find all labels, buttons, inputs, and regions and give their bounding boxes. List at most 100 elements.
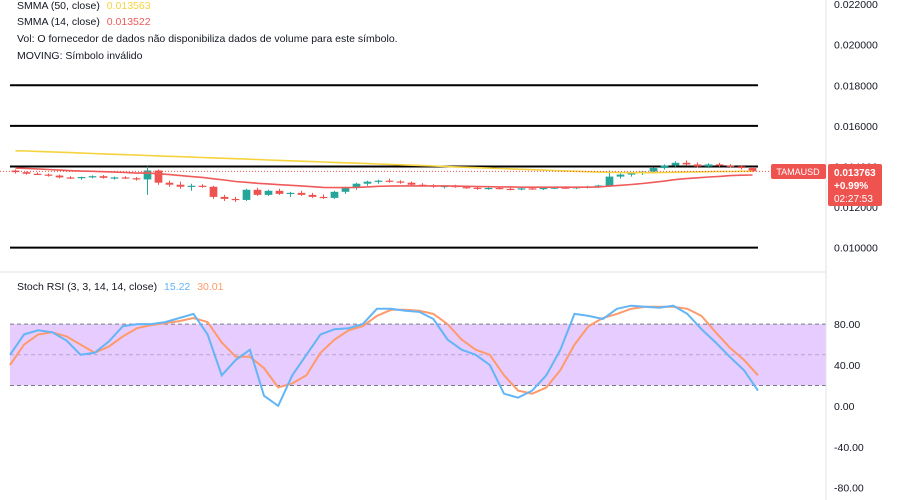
candle-body	[539, 187, 548, 190]
candle-body	[660, 165, 669, 169]
candle-body	[506, 188, 515, 190]
candle-body	[55, 175, 64, 178]
legend-smma50-label: SMMA (50, close)	[17, 0, 100, 12]
legend-smma14-label: SMMA (14, close)	[17, 16, 100, 28]
candle-body	[110, 177, 119, 179]
candle	[506, 187, 515, 191]
candle	[110, 176, 119, 180]
stoch-rsi-pane[interactable]: Stoch RSI (3, 3, 14, 14, close) 15.22 30…	[9, 281, 826, 408]
legend-smma50-value: 0.013563	[107, 0, 151, 12]
candle	[121, 176, 130, 180]
candle-body	[484, 187, 493, 190]
candle-body	[132, 178, 141, 180]
candle	[517, 187, 526, 191]
candle-body	[121, 177, 130, 179]
candle	[605, 170, 614, 187]
candle-body	[396, 181, 405, 183]
tag-countdown: 02:27:53	[834, 194, 873, 205]
axis-background	[826, 0, 900, 500]
candle-body	[297, 192, 306, 195]
candle	[737, 165, 746, 170]
stoch-legend: Stoch RSI (3, 3, 14, 14, close) 15.22 30…	[17, 281, 224, 293]
candle	[99, 174, 108, 179]
candle-body	[737, 166, 746, 169]
candle-body	[341, 187, 350, 192]
candle-body	[99, 176, 108, 178]
stoch-tick-label: 40.00	[834, 360, 860, 372]
candle-body	[66, 177, 75, 179]
candle-body	[671, 162, 680, 166]
stoch-tick-label: 80.00	[834, 319, 860, 331]
smma14-line	[15, 167, 753, 189]
candle-body	[385, 180, 394, 182]
candle-body	[605, 176, 614, 186]
tag-symbol: TAMAUSD	[776, 167, 820, 177]
candle-body	[473, 187, 482, 189]
candle-body	[363, 181, 372, 184]
candle-body	[352, 183, 361, 188]
price-pane-background	[0, 0, 826, 272]
price-axis[interactable]: 0.0220000.0200000.0180000.0160000.014000…	[771, 0, 900, 500]
candle	[693, 162, 702, 168]
candle	[330, 190, 339, 199]
candle	[132, 177, 141, 181]
candle-body	[561, 187, 570, 189]
price-pane[interactable]: SMMA (50, close) 0.013563 SMMA (14, clos…	[0, 0, 826, 272]
candle-body	[88, 176, 97, 178]
candle	[704, 163, 713, 169]
horizontal-levels	[10, 84, 758, 249]
candle-body	[407, 182, 416, 185]
candle	[77, 176, 86, 180]
stoch-tick-label: -40.00	[834, 442, 864, 454]
stoch-tick-label: 0.00	[834, 401, 855, 413]
candle	[264, 189, 273, 196]
candle-body	[165, 182, 174, 185]
price-tick-label: 0.018000	[834, 80, 878, 92]
candle	[286, 191, 295, 197]
candle-body	[253, 189, 262, 195]
price-tick-label: 0.016000	[834, 121, 878, 133]
candle-body	[286, 192, 295, 195]
stoch-axis-ticks: 80.00 40.00 0.00 -40.00 -80.00	[834, 319, 864, 495]
smma50-line	[15, 150, 753, 174]
tag-change: +0.99%	[834, 181, 868, 192]
candle	[187, 183, 196, 191]
candle-body	[715, 164, 724, 166]
price-legend: SMMA (50, close) 0.013563 SMMA (14, clos…	[17, 0, 398, 62]
legend-smma14-value: 0.013522	[107, 16, 151, 28]
candle-body	[693, 164, 702, 167]
svg-text:SMMA (14, close) 0.013: SMMA (14, close) 0.013522	[17, 16, 151, 28]
candle	[22, 171, 31, 175]
candle	[198, 184, 207, 188]
candle-body	[462, 187, 471, 189]
candle-body	[264, 190, 273, 195]
candle	[55, 174, 64, 179]
legend-moving-notice: MOVING: Símbolo inválido	[17, 50, 143, 62]
candle-body	[143, 170, 152, 180]
candle	[319, 194, 328, 199]
candle-body	[198, 185, 207, 187]
candle-body	[33, 173, 42, 175]
candle	[253, 187, 262, 196]
candle-body	[220, 196, 229, 199]
candle	[308, 192, 317, 198]
candle	[165, 180, 174, 187]
candle-body	[209, 186, 218, 197]
candle-body	[704, 164, 713, 167]
candle-body	[308, 194, 317, 197]
candle-body	[44, 174, 53, 176]
candle-body	[330, 191, 339, 198]
candle	[671, 161, 680, 167]
price-tag: TAMAUSD 0.013763 +0.99% 02:27:53	[771, 164, 882, 206]
candle	[275, 188, 284, 195]
candle-body	[275, 190, 284, 194]
tag-price: 0.013763	[834, 168, 876, 179]
candle-body	[154, 170, 163, 183]
candle	[220, 194, 229, 201]
stoch-d-value: 30.01	[197, 281, 223, 293]
candle	[66, 176, 75, 180]
candle	[374, 179, 383, 184]
stoch-k-line	[9, 304, 759, 408]
candle-body	[550, 187, 559, 189]
